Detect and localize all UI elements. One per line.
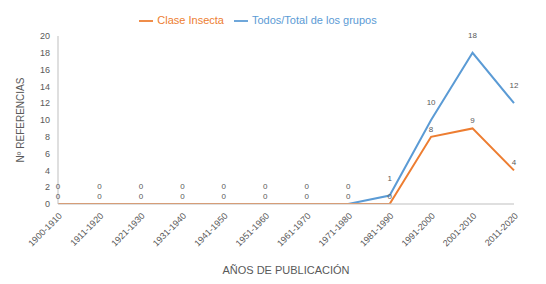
- svg-text:0: 0: [97, 182, 102, 191]
- svg-text:0: 0: [222, 182, 227, 191]
- svg-text:12: 12: [40, 98, 50, 108]
- svg-text:1931-1940: 1931-1940: [151, 211, 189, 249]
- svg-text:9: 9: [470, 116, 475, 125]
- svg-text:4: 4: [512, 158, 517, 167]
- svg-text:0: 0: [139, 192, 144, 201]
- svg-text:AÑOS DE PUBLICACIÓN: AÑOS DE PUBLICACIÓN: [222, 264, 349, 276]
- svg-text:8: 8: [429, 125, 434, 134]
- svg-text:0: 0: [56, 192, 61, 201]
- svg-text:20: 20: [40, 31, 50, 41]
- svg-text:0: 0: [222, 192, 227, 201]
- svg-text:4: 4: [45, 166, 50, 176]
- svg-text:0: 0: [305, 182, 310, 191]
- svg-text:0: 0: [180, 182, 185, 191]
- svg-text:0: 0: [305, 192, 310, 201]
- svg-text:0: 0: [387, 192, 392, 201]
- svg-text:6: 6: [45, 149, 50, 159]
- svg-text:0: 0: [263, 192, 268, 201]
- svg-text:18: 18: [468, 31, 477, 40]
- svg-text:0: 0: [45, 199, 50, 209]
- svg-text:12: 12: [510, 81, 519, 90]
- svg-text:Nº REFERENCIAS: Nº REFERENCIAS: [15, 77, 26, 162]
- svg-text:1900-1910: 1900-1910: [26, 211, 64, 249]
- svg-text:0: 0: [346, 182, 351, 191]
- svg-text:10: 10: [427, 98, 436, 107]
- svg-text:2: 2: [45, 182, 50, 192]
- svg-text:1911-1920: 1911-1920: [68, 211, 105, 248]
- svg-text:1: 1: [387, 174, 392, 183]
- svg-text:0: 0: [263, 182, 268, 191]
- svg-text:0: 0: [97, 192, 102, 201]
- svg-text:1971-1980: 1971-1980: [317, 211, 355, 249]
- svg-text:1961-1970: 1961-1970: [275, 211, 313, 249]
- svg-text:0: 0: [139, 182, 144, 191]
- svg-text:1921-1930: 1921-1930: [109, 211, 147, 249]
- svg-text:14: 14: [40, 82, 50, 92]
- svg-text:1991-2000: 1991-2000: [400, 211, 438, 249]
- svg-text:1941-1950: 1941-1950: [192, 211, 230, 249]
- svg-text:0: 0: [180, 192, 185, 201]
- svg-text:2011-2020: 2011-2020: [483, 211, 520, 248]
- svg-text:16: 16: [40, 65, 50, 75]
- html-text:Clase Insecta: Clase Insecta: [157, 14, 224, 26]
- svg-text:8: 8: [45, 132, 50, 142]
- svg-text:18: 18: [40, 48, 50, 58]
- html-text:Todos/Total de los grupos: Todos/Total de los grupos: [252, 14, 377, 26]
- svg-text:0: 0: [346, 192, 351, 201]
- svg-text:2001-2010: 2001-2010: [441, 211, 479, 249]
- svg-text:10: 10: [40, 115, 50, 125]
- svg-text:0: 0: [56, 182, 61, 191]
- svg-text:1951-1960: 1951-1960: [234, 211, 272, 249]
- svg-text:1981-1990: 1981-1990: [358, 211, 396, 249]
